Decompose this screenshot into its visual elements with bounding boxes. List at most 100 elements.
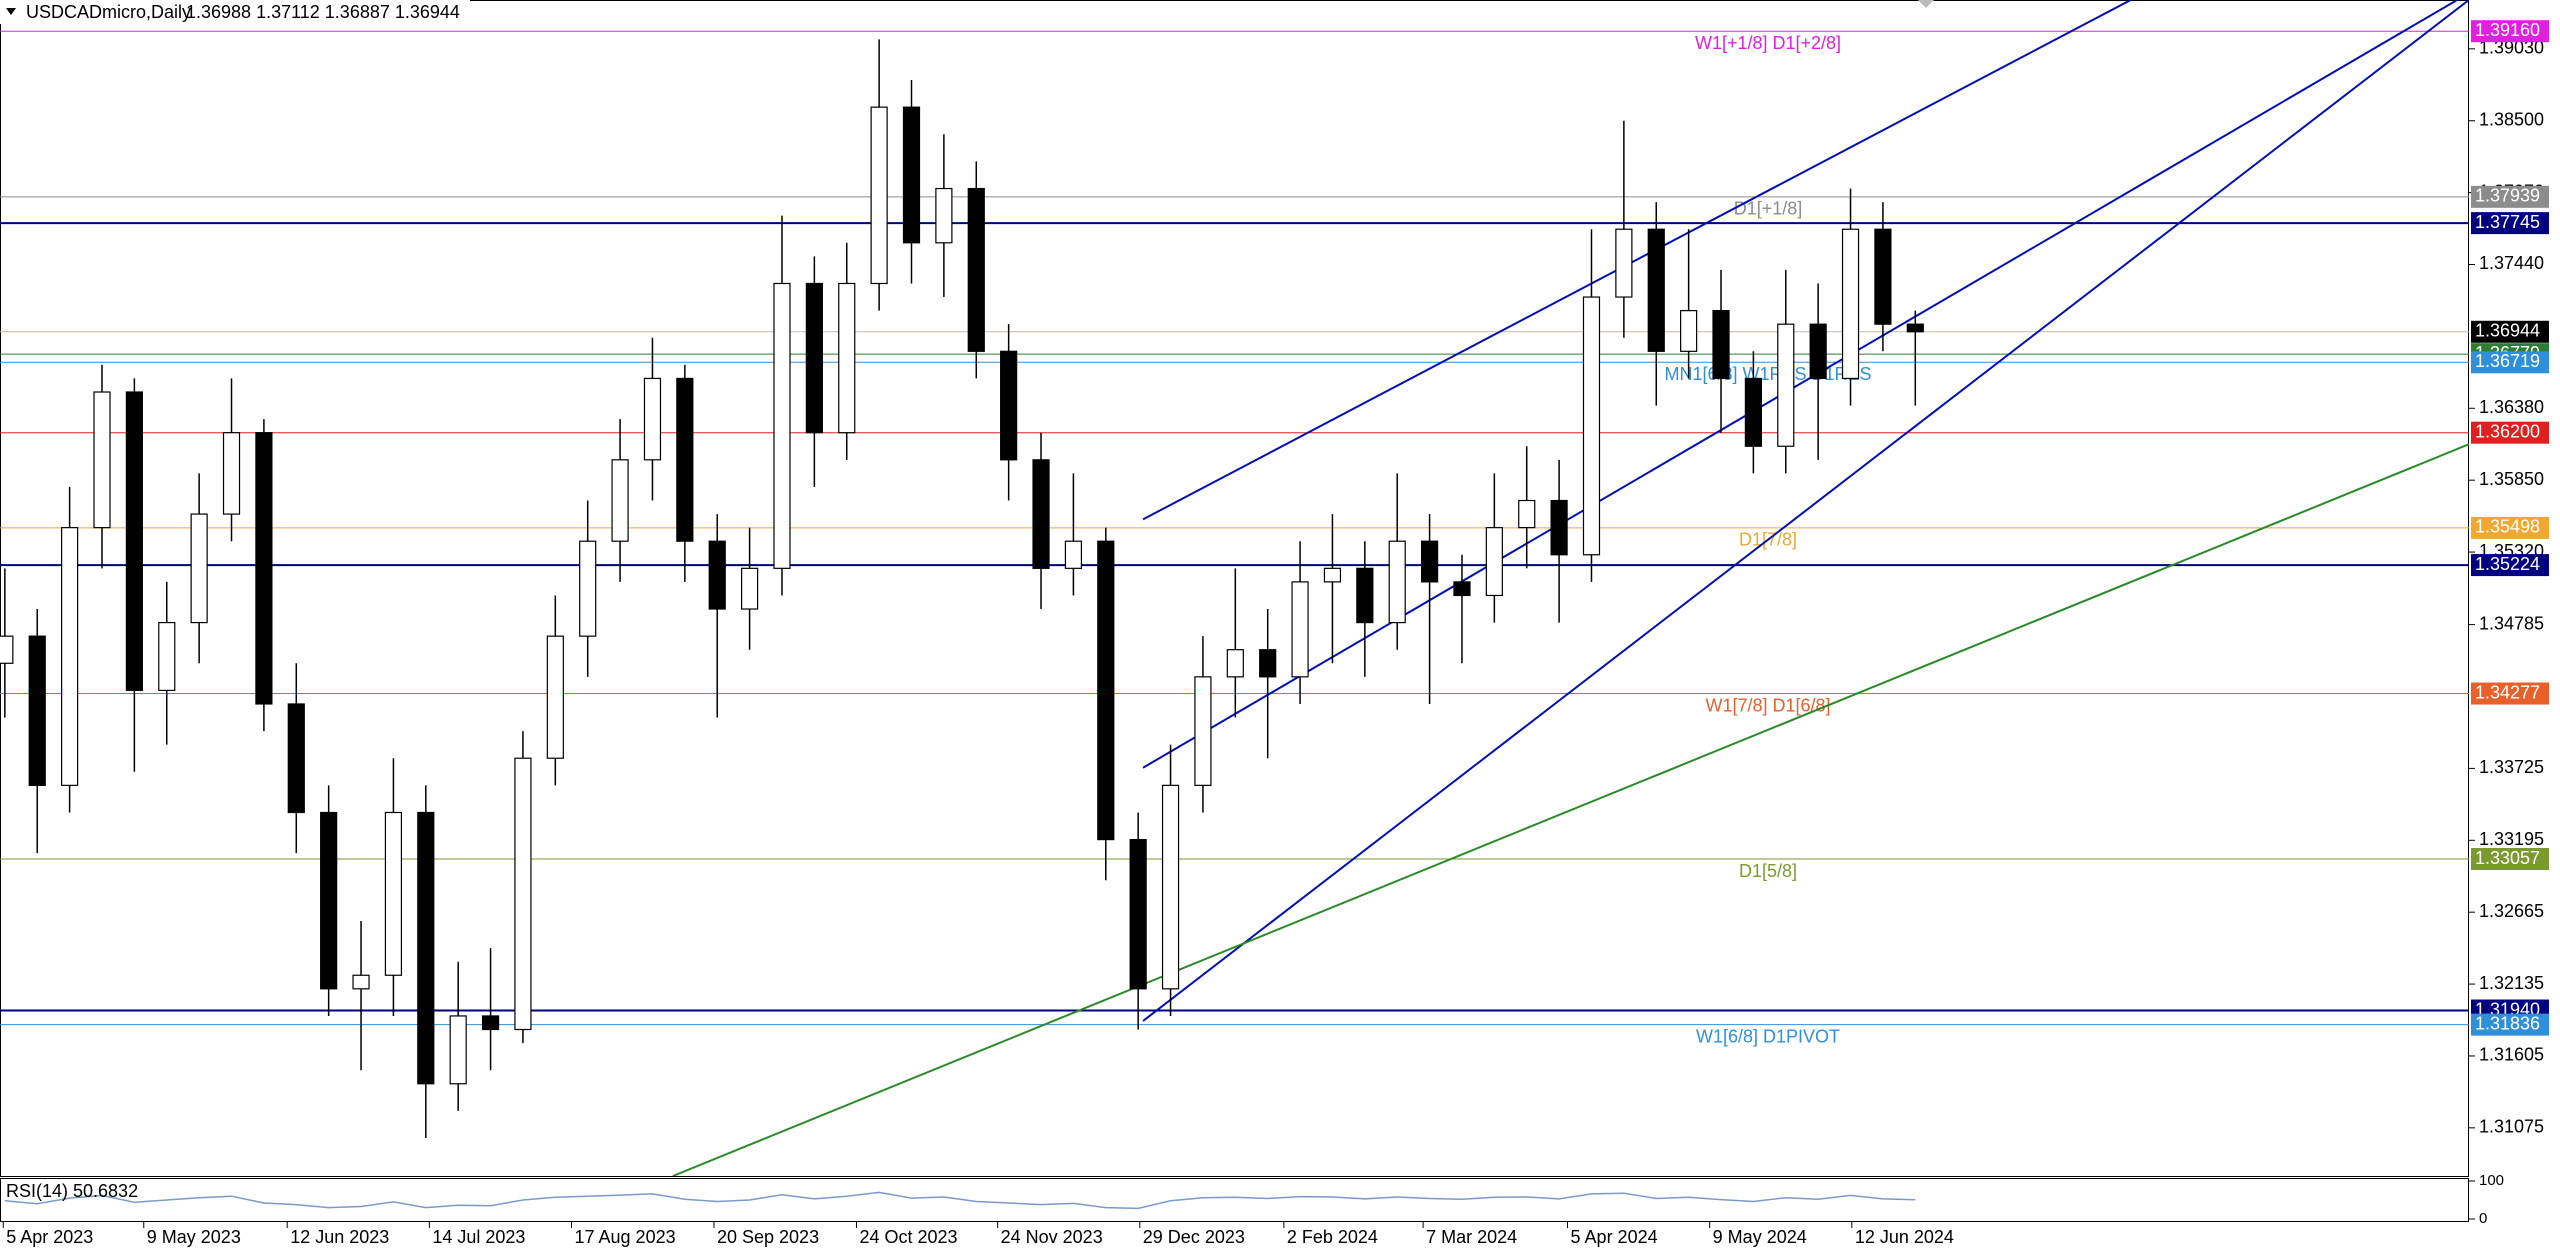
level-text: D1[5/8] — [1739, 861, 1797, 881]
price-tag-label: 1.36200 — [2475, 421, 2540, 441]
candle-body — [28, 635, 46, 786]
x-tick-label: 9 May 2023 — [147, 1227, 241, 1247]
candle-body — [481, 1015, 500, 1031]
rsi-tick-label: 0 — [2479, 1210, 2487, 1227]
price-tag — [2471, 682, 2549, 705]
candle-body — [1226, 649, 1244, 678]
y-tick-label: 1.31075 — [2479, 1117, 2544, 1137]
trend-line — [1142, 0, 2132, 521]
x-tick-label: 9 May 2024 — [1713, 1227, 1807, 1247]
candle-body — [449, 1015, 467, 1085]
price-tag-label: 1.35224 — [2475, 554, 2540, 574]
price-tag — [2471, 516, 2549, 539]
candle-body — [61, 527, 79, 786]
candle-body — [1874, 228, 1892, 325]
plot-area: W1[+1/8] D1[+2/8] D1[+1/8] MN1[6/8] W1RES … — [0, 0, 2469, 1176]
x-tick-label: 12 Jun 2024 — [1855, 1227, 1954, 1247]
shift-marker[interactable] — [1918, 0, 1934, 8]
y-tick-label: 1.36380 — [2479, 397, 2544, 417]
y-tick-label: 1.33195 — [2479, 829, 2544, 849]
candle-body — [352, 974, 370, 990]
x-tick-label: 12 Jun 2023 — [290, 1227, 389, 1247]
candle-body — [384, 811, 403, 976]
header-menu-icon[interactable] — [6, 8, 16, 15]
price-tag — [2471, 212, 2549, 235]
trend-line — [1142, 0, 2469, 1022]
rsi-label: RSI(14) 50.6832 — [6, 1181, 138, 1201]
price-tag-label: 1.37939 — [2475, 186, 2540, 206]
candle-body — [1000, 350, 1018, 461]
candle-body — [1906, 323, 1924, 333]
price-tag — [2471, 421, 2549, 444]
candle-body — [838, 282, 856, 434]
candle-body — [741, 567, 759, 610]
trend-line — [672, 443, 2469, 1176]
candle-body — [222, 432, 241, 515]
y-tick-label: 1.38500 — [2479, 109, 2544, 129]
price-tag — [2471, 20, 2549, 43]
candle-body — [579, 540, 597, 637]
candle-body — [1323, 567, 1342, 583]
candle-body — [190, 513, 208, 624]
candle-body — [1809, 323, 1827, 380]
candle-body — [805, 282, 823, 434]
candle-body — [320, 811, 338, 990]
trend-line — [1142, 0, 2458, 769]
rsi-tick-label: 100 — [2479, 1172, 2504, 1189]
price-tag-label: 1.34277 — [2475, 682, 2540, 702]
price-tag-label: 1.36719 — [2475, 351, 2540, 371]
header-box — [0, 0, 470, 24]
y-tick-label: 1.32665 — [2479, 901, 2544, 921]
candle-body — [1420, 540, 1439, 583]
x-tick-label: 7 Mar 2024 — [1426, 1227, 1517, 1247]
y-tick-label: 1.32135 — [2479, 973, 2544, 993]
x-tick-label: 24 Oct 2023 — [859, 1227, 957, 1247]
candle-body — [870, 106, 888, 285]
price-tag-label: 1.35498 — [2475, 517, 2540, 537]
price-tag — [2471, 351, 2549, 374]
price-tag — [2471, 848, 2549, 871]
price-tag-label: 1.36944 — [2475, 321, 2540, 341]
price-tag-label: 1.31836 — [2475, 1013, 2540, 1033]
candle-body — [1550, 499, 1568, 556]
y-tick-label: 1.35850 — [2479, 469, 2544, 489]
candle-body — [158, 621, 176, 692]
level-text: MN1[6/8] W1RES D1RES — [1664, 364, 1871, 384]
candle-body — [1744, 377, 1762, 447]
level-text: W1[7/8] D1[6/8] — [1705, 695, 1830, 715]
x-tick-label: 2 Feb 2024 — [1287, 1227, 1378, 1247]
price-tag-label: 1.33057 — [2475, 848, 2540, 868]
rsi-area — [4, 1191, 1916, 1210]
price-tag-label: 1.39160 — [2475, 20, 2540, 40]
ohlc-label: 1.36988 1.37112 1.36887 1.36944 — [186, 2, 460, 22]
price-tag — [2471, 185, 2549, 208]
candle-body — [1518, 499, 1536, 529]
level-text: W1[6/8] D1PIVOT — [1696, 1026, 1840, 1046]
x-tick-label: 17 Aug 2023 — [575, 1227, 676, 1247]
candle-body — [935, 187, 953, 244]
candle-body — [1291, 581, 1309, 678]
plot-frame — [0, 0, 2469, 1177]
candle-body — [708, 540, 726, 610]
candle-body — [417, 811, 435, 1085]
x-tick-label: 5 Apr 2023 — [6, 1227, 93, 1247]
x-tick-label: 20 Sep 2023 — [717, 1227, 819, 1247]
price-tag — [2471, 1013, 2549, 1036]
y-tick-label: 1.34785 — [2479, 613, 2544, 633]
candle-body — [1161, 784, 1180, 990]
candle-body — [546, 635, 564, 759]
candle-body — [1712, 310, 1730, 380]
candle-body — [773, 282, 791, 569]
candle-body — [1453, 581, 1471, 597]
candle-body — [1582, 296, 1601, 556]
candle-body — [1097, 540, 1115, 841]
candle-body — [902, 106, 921, 244]
candle-body — [1064, 540, 1083, 569]
candle-body — [0, 635, 14, 664]
candle-body — [967, 187, 985, 352]
candle-body — [93, 391, 111, 529]
candle-body — [287, 703, 305, 814]
candle-body — [1680, 310, 1698, 352]
